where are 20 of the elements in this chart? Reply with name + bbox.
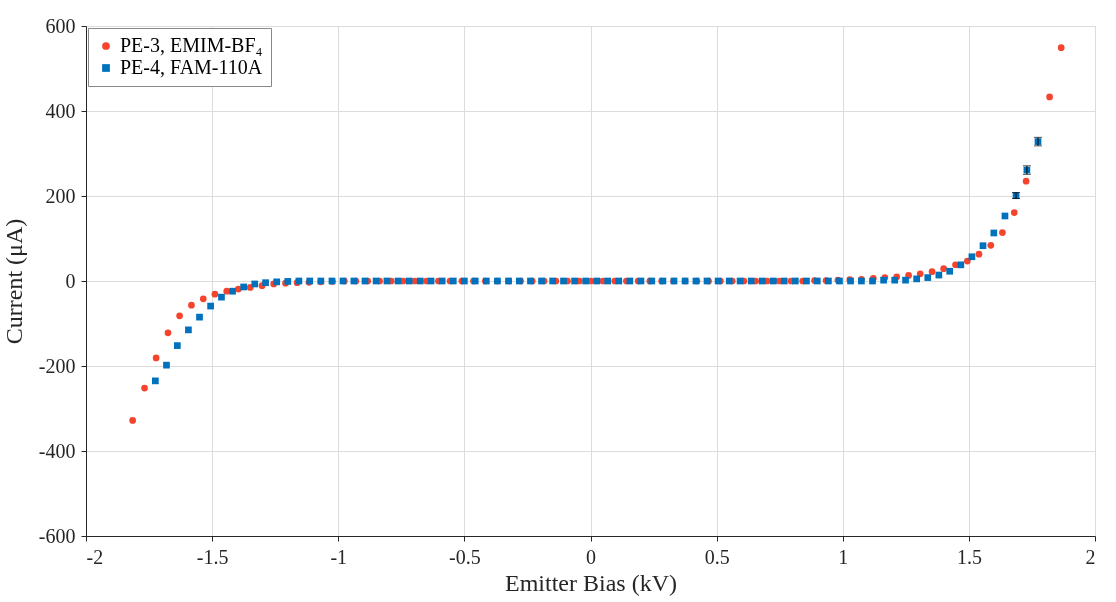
y-tick-label: 400: [45, 99, 76, 122]
y-tick-label: 0: [65, 269, 76, 292]
y-tick-label: -600: [38, 524, 76, 547]
x-tick-label: 2: [1085, 545, 1096, 568]
x-tick-label: -2: [86, 545, 104, 568]
y-axis-title: Current (μA): [0, 218, 27, 345]
x-tick-label: 1: [838, 545, 849, 568]
x-tick-label: 1.5: [956, 545, 982, 568]
y-tick-label: -400: [38, 439, 76, 462]
x-tick-label: -1.5: [196, 545, 229, 568]
x-tick-label: 0.5: [704, 545, 730, 568]
x-tick-label: 0: [586, 545, 596, 568]
y-tick-label: 600: [45, 14, 76, 37]
legend-label: PE-3, EMIM-BF₄: [120, 34, 263, 56]
x-axis-title: Emitter Bias (kV): [505, 569, 677, 596]
x-tick-label: -0.5: [449, 545, 481, 568]
x-tick-label: -1: [330, 545, 348, 568]
y-tick-label: 200: [45, 184, 76, 207]
legend-label: PE-4, FAM-110A: [120, 56, 263, 78]
y-tick-label: -200: [38, 354, 76, 377]
